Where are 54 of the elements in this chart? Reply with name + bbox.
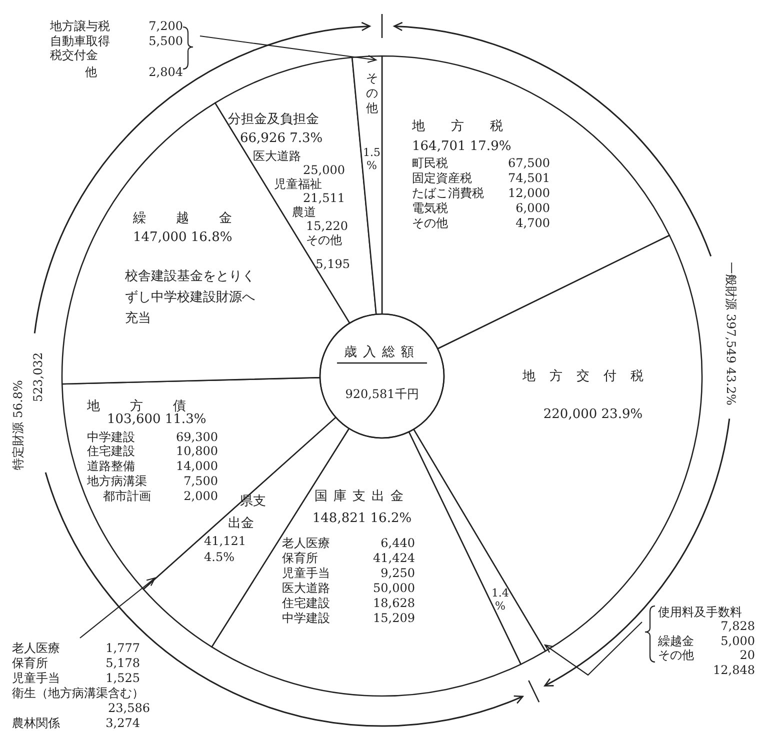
text: 電気税 6,000 — [412, 201, 550, 215]
text: 農林関係 3,274 — [12, 716, 140, 730]
slice-label: 繰越金 — [132, 211, 262, 226]
text: たばこ消費税 12,000 — [412, 186, 550, 200]
text: 都市計画 2,000 — [103, 489, 218, 503]
text: 自動車取得税交付金 5,500 — [50, 34, 183, 62]
text: 歳入総額 — [344, 345, 420, 360]
slice-label: 地方債 — [86, 398, 216, 414]
text: 中学建設 69,300 — [87, 430, 218, 444]
slice-label: 地方税 — [411, 118, 529, 134]
data-label: 1.5% — [362, 146, 380, 172]
text: 児童手当 1,525 — [12, 671, 140, 685]
text: 医大道路 25,000 — [253, 149, 345, 177]
text: 道路整備 14,000 — [87, 459, 218, 473]
text: 保育所 41,424 — [282, 551, 415, 565]
text: 住宅建設 18,628 — [282, 596, 415, 610]
text: 固定資産税 74,501 — [412, 171, 550, 185]
text: 他 2,804 — [85, 65, 183, 79]
text: 特定財源 56.8% — [11, 380, 25, 470]
data-label: 164,701 17.9% — [412, 139, 512, 154]
text: 老人医療 1,777 — [12, 641, 140, 655]
text: 12,848 — [713, 663, 755, 677]
text: 町民税 67,500 — [412, 156, 550, 170]
data-label: 220,000 23.9% — [543, 407, 643, 422]
legend-label: その他 — [366, 71, 378, 115]
text: 中学建設 15,209 — [282, 611, 415, 625]
text: 繰越金 5,000 — [658, 634, 755, 648]
data-label: 148,821 16.2% — [312, 511, 412, 526]
text: 児童手当 9,250 — [282, 566, 415, 580]
text: 農道 15,220 — [292, 205, 348, 233]
slice-label: 分担金及負担金 — [228, 112, 319, 127]
data-label: 41,121 4.5% — [204, 534, 246, 564]
slice-label: 地方交付税 — [522, 368, 658, 384]
slice-label: 国庫支出金 — [314, 488, 410, 504]
data-label: 66,926 7.3% — [240, 131, 323, 146]
text: 保育所 5,178 — [12, 656, 140, 670]
text: その他 4,700 — [412, 216, 550, 230]
data-label: 1.4% — [491, 586, 509, 612]
data-label: 147,000 16.8% — [133, 230, 232, 245]
text: 児童福祉 21,511 — [274, 177, 345, 205]
text: 校舎建設基金をとりくずし中学校建設財源へ充当 — [124, 269, 255, 326]
text: その他 5,195 — [306, 233, 350, 271]
text: 地方病溝渠 7,500 — [87, 474, 218, 488]
text: 老人医療 6,440 — [282, 536, 415, 550]
text: 523,032 — [31, 352, 45, 402]
text: 医大道路 50,000 — [282, 581, 415, 595]
text: 使用料及手数料 7,828 — [658, 605, 755, 633]
text: 住宅建設 10,800 — [87, 444, 218, 458]
text: その他 20 — [658, 648, 755, 662]
text: 一般財源 397,549 43.2% — [724, 262, 738, 406]
data-label: 103,600 11.3% — [107, 412, 206, 427]
text: 920,581千円 — [345, 387, 419, 401]
text: 地方譲与税 7,200 — [50, 19, 183, 33]
text: 衛生（地方病溝渠含む） 23,586 — [12, 686, 150, 715]
